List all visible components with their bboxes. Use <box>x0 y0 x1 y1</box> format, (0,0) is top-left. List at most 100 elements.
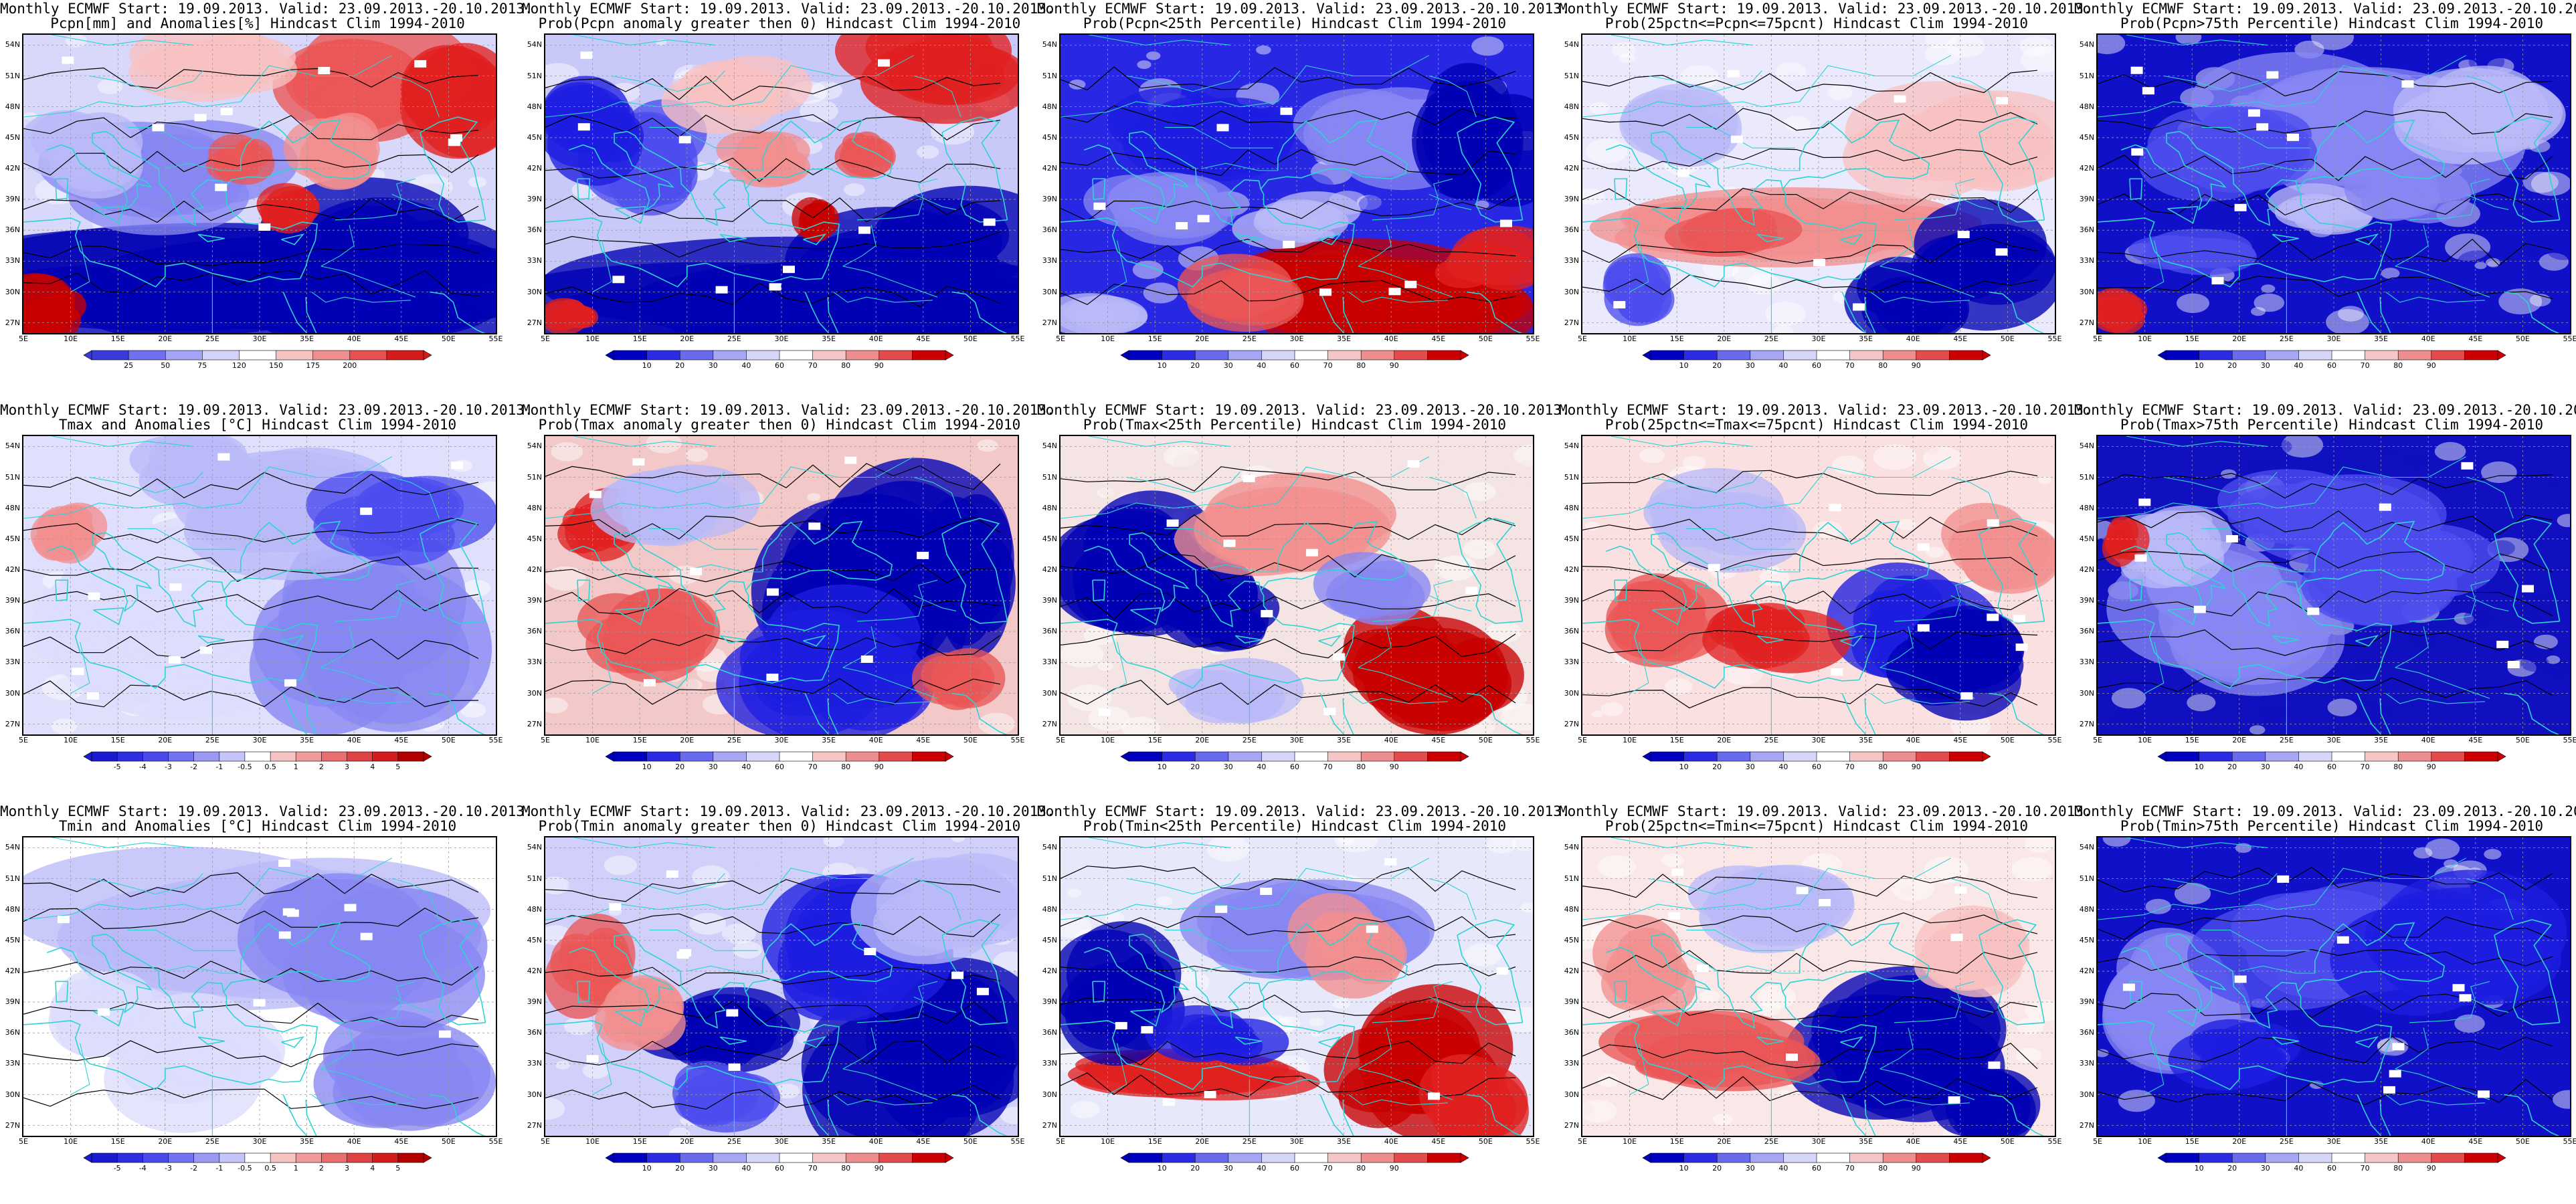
longitude-tick-label: 45E <box>1431 334 1446 343</box>
map-border <box>1950 476 1999 519</box>
latitude-tick-label: 33N <box>527 256 542 266</box>
latitude-tick-label: 27N <box>5 719 20 728</box>
map-contour-label <box>769 283 781 291</box>
map-shading <box>1132 260 1164 280</box>
latitude-tick-label: 54N <box>1564 843 1579 852</box>
map-border <box>2239 564 2315 573</box>
map-contour-label <box>1496 967 1509 975</box>
latitude-tick-label: 48N <box>1042 904 1057 914</box>
map-shading <box>739 621 928 734</box>
colorbar-arrow-high <box>2497 350 2506 361</box>
map-contour-label <box>1727 70 1740 78</box>
map-shading <box>2311 35 2354 50</box>
latitude-tick-label: 33N <box>1042 658 1057 667</box>
map-contour-label <box>1819 899 1831 906</box>
longitude-tick-label: 30E <box>1289 736 1304 744</box>
map-coastline <box>23 618 300 689</box>
colorbar-svg <box>1642 1152 1991 1163</box>
longitude-tick-label: 40E <box>347 736 361 744</box>
map-contour <box>1061 1040 1516 1066</box>
latitude-tick-label: 48N <box>1042 102 1057 111</box>
latitude-tick-label: 51N <box>1042 472 1057 482</box>
map-shading <box>898 35 1002 85</box>
colorbar-swatch <box>613 350 648 361</box>
map-coastline <box>1756 233 1784 242</box>
colorbar-label: 90 <box>1911 361 1921 370</box>
longitude-tick-label: 10E <box>585 736 600 744</box>
map-coastline <box>55 178 69 200</box>
map-shading <box>2326 309 2369 333</box>
longitude-tick-label: 50E <box>963 736 978 744</box>
map-contour-label <box>2392 1043 2405 1051</box>
map-coastline <box>282 292 308 333</box>
longitude-tick-label: 40E <box>1384 1137 1398 1146</box>
map-shading <box>1323 112 1441 177</box>
map-coastline <box>420 518 486 621</box>
colorbar-swatch <box>1949 751 1983 762</box>
colorbar-swatch <box>1750 350 1784 361</box>
latitude-tick-label: 48N <box>1042 503 1057 512</box>
colorbar-label: 30 <box>2260 1164 2270 1173</box>
map-coastline <box>2129 178 2143 200</box>
map-shading <box>1969 868 1990 880</box>
map-shading <box>733 941 762 959</box>
map-contour-label <box>1957 231 1970 239</box>
map-border <box>52 436 194 447</box>
map-shading <box>2258 489 2348 528</box>
colorbar <box>2157 751 2506 762</box>
map-shading <box>1423 521 1451 538</box>
map-shading <box>630 932 666 954</box>
map-coastline <box>569 130 674 211</box>
colorbar-svg <box>2157 1152 2506 1163</box>
map-shading <box>2407 632 2440 651</box>
longitude-tick-label: 20E <box>158 1137 173 1146</box>
map-shading <box>2025 999 2055 1022</box>
map-coastline <box>1061 217 1338 288</box>
map-shading <box>2481 461 2517 484</box>
map-coastline <box>745 971 891 1082</box>
map-coastline <box>803 1036 827 1048</box>
map-shading <box>604 856 637 876</box>
map-shading <box>2281 436 2324 458</box>
colorbar-swatch <box>1394 1152 1429 1163</box>
map-shading <box>1334 837 1378 853</box>
map-coastline <box>1061 1019 1338 1090</box>
map-coastline <box>2098 217 2375 288</box>
map-contour <box>1061 237 1516 263</box>
map-contour-label <box>676 951 689 959</box>
longitude-tick-label: 30E <box>1811 736 1826 744</box>
map-contour <box>1582 187 2038 213</box>
map-contour-label <box>72 668 84 676</box>
latitude-tick-label: 51N <box>5 472 20 482</box>
latitude-tick-label: 42N <box>2079 565 2094 574</box>
map-border <box>23 858 392 920</box>
latitude-tick-label: 48N <box>527 904 542 914</box>
longitude-tick-label: 45E <box>2468 334 2483 343</box>
map-shading <box>2038 476 2052 484</box>
map-shading <box>300 565 492 732</box>
map-shading <box>994 478 1018 498</box>
map-shading <box>1759 94 1797 118</box>
map-border <box>856 178 938 221</box>
longitude-tick-label: 40E <box>1906 736 1920 744</box>
longitude-tick-label: 15E <box>2185 736 2199 744</box>
latitude-tick-label: 30N <box>2079 688 2094 698</box>
colorbar-swatch <box>1949 350 1983 361</box>
colorbar-swatch <box>845 751 880 762</box>
map-border <box>2239 965 2315 974</box>
map-contour <box>545 463 1001 490</box>
map-contour-label <box>1988 1061 2001 1069</box>
longitude-tick-label: 25E <box>1764 334 1778 343</box>
map-coastline <box>545 618 822 689</box>
colorbar-swatch <box>2298 1152 2332 1163</box>
map-contour <box>2098 866 2553 893</box>
map-contour-label <box>1098 708 1111 716</box>
panel-title-line1: Monthly ECMWF Start: 19.09.2013. Valid: … <box>0 402 533 418</box>
colorbar-label: 70 <box>808 763 818 771</box>
map-shading <box>628 553 650 567</box>
map-coastline <box>2098 618 2375 689</box>
map-coastline <box>1318 233 1342 245</box>
latitude-tick-label: 36N <box>1042 627 1057 636</box>
map-shading <box>1097 478 1132 498</box>
colorbar-label: 90 <box>1911 763 1921 771</box>
